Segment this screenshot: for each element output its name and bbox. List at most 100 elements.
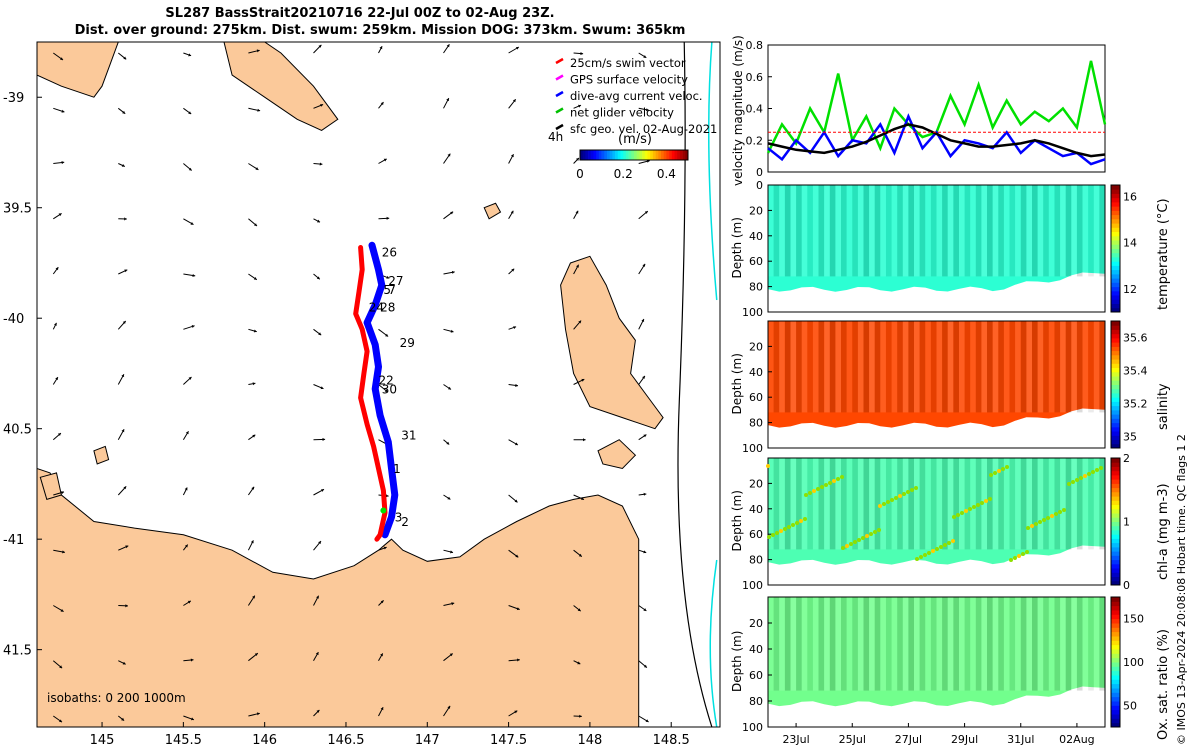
heatmap-stripe-temperature-54 bbox=[1071, 185, 1077, 277]
heatmap-cb-frame-oxygen bbox=[1110, 596, 1121, 728]
heatmap-stripe-oxygen-24 bbox=[902, 597, 909, 691]
net-glider-velocity-marker bbox=[380, 507, 387, 514]
heatmap-stripe-chl-a-55 bbox=[1076, 458, 1083, 550]
heatmap-stripe-chl-a-59 bbox=[1099, 458, 1105, 550]
heatmap-cb-cell-salinity-18 bbox=[1111, 367, 1120, 373]
heatmap-ytick-label-oxygen-4: 100 bbox=[742, 721, 763, 734]
chla-sample-point-30 bbox=[865, 534, 869, 538]
chla-sample-point-46 bbox=[783, 527, 787, 531]
heatmap-stripe-chl-a-18 bbox=[869, 458, 875, 550]
sfc-velocity-arrowhead-40 bbox=[55, 267, 59, 271]
chla-sample-point-53 bbox=[1042, 518, 1046, 522]
heatmap-stripe-salinity-9 bbox=[818, 321, 825, 413]
heatmap-cb-cell-oxygen-5 bbox=[1111, 701, 1120, 706]
heatmap-cb-cell-oxygen-21 bbox=[1111, 631, 1120, 637]
chla-sample-point-39 bbox=[861, 536, 865, 540]
sfc-velocity-arrowhead-26 bbox=[447, 153, 451, 157]
heatmap-stripe-temperature-51 bbox=[1054, 185, 1061, 277]
heatmap-stripe-chl-a-12 bbox=[835, 458, 841, 550]
heatmap-cb-cell-chl-a-9 bbox=[1111, 542, 1120, 548]
heatmap-stripe-salinity-31 bbox=[942, 321, 948, 413]
heatmap-cb-cell-temperature-21 bbox=[1111, 218, 1120, 224]
heatmap-stripe-oxygen-0 bbox=[768, 597, 774, 691]
tasmania-land bbox=[37, 467, 640, 727]
heatmap-cb-cell-temperature-17 bbox=[1111, 235, 1120, 241]
sfc-velocity-arrowhead-27 bbox=[510, 154, 514, 158]
chla-sample-point-21 bbox=[869, 532, 873, 536]
velocity-ylabel: velocity magnitude (m/s) bbox=[731, 35, 745, 186]
chla-sample-point-26 bbox=[1054, 512, 1058, 516]
chla-sample-point-54 bbox=[1079, 476, 1083, 480]
colorbar-cell-39 bbox=[685, 150, 689, 160]
heatmap-cb-cell-chl-a-7 bbox=[1111, 551, 1120, 556]
colorbar-cell-11 bbox=[609, 150, 613, 160]
heatmap-cb-cell-salinity-25 bbox=[1111, 337, 1120, 343]
heatmap-stripe-oxygen-56 bbox=[1082, 597, 1089, 691]
heatmap-cb-cell-oxygen-29 bbox=[1111, 597, 1120, 602]
heatmap-stripe-salinity-16 bbox=[857, 321, 864, 413]
sfc-velocity-arrowhead-118 bbox=[577, 661, 581, 665]
heatmap-cb-cell-salinity-16 bbox=[1111, 376, 1120, 381]
sfc-velocity-arrowhead-46 bbox=[451, 270, 455, 274]
heatmap-ytick-label-salinity-3: 80 bbox=[749, 417, 763, 430]
heatmap-stripe-oxygen-16 bbox=[857, 597, 864, 691]
heatmap-cb-cell-oxygen-19 bbox=[1111, 640, 1120, 646]
heatmap-cb-cell-chl-a-15 bbox=[1111, 517, 1120, 522]
chla-sample-point-75 bbox=[845, 544, 849, 548]
heatmap-cb-cell-oxygen-14 bbox=[1111, 662, 1120, 667]
heatmap-cb-cell-temperature-7 bbox=[1111, 278, 1120, 283]
heatmap-stripe-temperature-58 bbox=[1093, 185, 1100, 277]
heatmap-stripe-oxygen-31 bbox=[942, 597, 948, 691]
chla-sample-point-55 bbox=[779, 529, 783, 533]
heatmap-stripe-temperature-8 bbox=[812, 185, 819, 277]
sfc-velocity-arrowhead-39 bbox=[644, 211, 648, 214]
heatmap-stripe-oxygen-4 bbox=[790, 597, 797, 691]
heatmap-stripe-temperature-9 bbox=[818, 185, 825, 277]
heatmap-stripe-salinity-32 bbox=[947, 321, 954, 413]
heatmap-cb-tick-chl-a-1: 1 bbox=[1123, 516, 1130, 529]
heatmap-stripe-temperature-50 bbox=[1048, 185, 1055, 277]
sfc-velocity-arrowhead-76 bbox=[446, 441, 450, 445]
heatmap-stripe-chl-a-17 bbox=[863, 458, 870, 550]
heatmap-stripe-oxygen-8 bbox=[812, 597, 819, 691]
heatmap-stripe-oxygen-35 bbox=[964, 597, 971, 691]
heatmap-cb-cell-salinity-8 bbox=[1111, 409, 1120, 415]
map-ytick-label-0: -39 bbox=[3, 91, 24, 106]
isobath-1000m-line-north bbox=[708, 42, 718, 301]
map-frame bbox=[36, 41, 721, 728]
sfc-velocity-arrowhead-14 bbox=[320, 104, 324, 107]
heatmap-cb-tick-chl-a-0: 0 bbox=[1123, 579, 1130, 592]
heatmap-stripe-temperature-37 bbox=[975, 185, 982, 277]
heatmap-cb-cell-chl-a-26 bbox=[1111, 470, 1120, 476]
velocity-ytick-label-0: 0 bbox=[756, 166, 763, 179]
heatmap-cb-cell-chl-a-1 bbox=[1111, 576, 1120, 582]
heatmap-cb-frame-chl-a bbox=[1110, 457, 1121, 586]
heatmap-stripe-oxygen-47 bbox=[1032, 597, 1038, 691]
sfc-velocity-arrowhead-79 bbox=[643, 434, 647, 438]
heatmap-ytick-label-temperature-2: 40 bbox=[749, 230, 763, 243]
heatmap-stripe-temperature-34 bbox=[959, 185, 965, 277]
heatmap-cb-cell-temperature-5 bbox=[1111, 286, 1120, 292]
heatmap-stripe-chl-a-6 bbox=[801, 458, 808, 550]
heatmap-cb-cell-chl-a-8 bbox=[1111, 546, 1120, 552]
heatmap-cb-cell-temperature-14 bbox=[1111, 248, 1120, 254]
sfc-velocity-arrowhead-12 bbox=[188, 111, 192, 114]
heatmap-stripe-chl-a-46 bbox=[1026, 458, 1032, 550]
velocity-axes-frame bbox=[767, 44, 1106, 173]
heatmap-stripe-temperature-21 bbox=[886, 185, 892, 277]
day-label-0: 26 bbox=[382, 245, 397, 259]
colorbar-cell-35 bbox=[674, 150, 678, 160]
sfc-velocity-arrowhead-23 bbox=[255, 167, 259, 170]
colorbar-cell-31 bbox=[663, 150, 667, 160]
chla-sample-point-25 bbox=[1017, 554, 1021, 558]
legend-swatch-3 bbox=[555, 107, 564, 114]
map-xtick-label-2: 146 bbox=[252, 733, 277, 748]
heatmap-stripe-salinity-5 bbox=[796, 321, 802, 413]
heatmap-stripe-salinity-2 bbox=[779, 321, 785, 413]
sfc-velocity-arrowhead-51 bbox=[122, 321, 126, 324]
heatmap-cb-cell-oxygen-18 bbox=[1111, 644, 1120, 650]
sfc-velocity-arrowhead-122 bbox=[191, 717, 194, 721]
wilsons-promontory-land bbox=[134, 42, 339, 131]
chla-sample-point-13 bbox=[910, 488, 914, 492]
heatmap-stripe-chl-a-24 bbox=[902, 458, 909, 550]
